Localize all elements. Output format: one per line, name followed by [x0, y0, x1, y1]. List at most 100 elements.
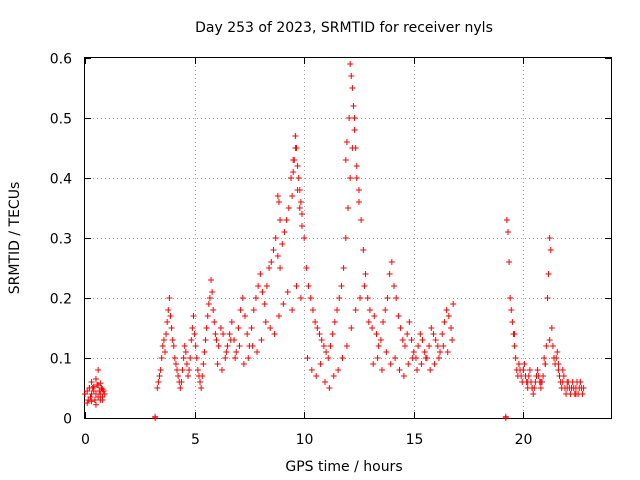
data-point — [185, 373, 192, 379]
x-axis-title: GPS time / hours — [285, 459, 402, 475]
data-point — [370, 361, 377, 367]
data-point — [542, 361, 549, 367]
data-point — [157, 367, 164, 373]
data-point — [262, 319, 269, 325]
plot-frame — [84, 57, 612, 419]
data-point — [180, 355, 187, 361]
data-point — [293, 283, 300, 289]
data-point — [366, 307, 373, 313]
data-point — [274, 193, 281, 199]
data-point — [312, 319, 319, 325]
data-point — [382, 307, 389, 313]
data-point — [235, 325, 242, 331]
data-point — [252, 295, 259, 301]
data-point — [208, 277, 215, 283]
data-point — [209, 289, 216, 295]
y-tick-label: 0.5 — [50, 112, 72, 128]
data-point — [515, 361, 522, 367]
data-point — [350, 103, 357, 109]
data-point — [183, 361, 190, 367]
data-point — [530, 391, 537, 397]
data-point — [289, 193, 296, 199]
data-point — [250, 307, 257, 313]
data-point — [90, 383, 97, 390]
data-point — [331, 319, 338, 325]
data-point — [348, 73, 355, 79]
data-point — [167, 313, 174, 319]
data-point — [432, 337, 439, 343]
y-axis: 0 0.1 0.2 0.3 0.4 0.5 0.6 — [50, 52, 611, 428]
data-point — [537, 379, 544, 385]
data-point — [197, 379, 204, 385]
data-point — [257, 271, 264, 277]
data-point — [548, 325, 555, 331]
data-point — [166, 295, 173, 301]
data-point — [281, 229, 288, 235]
data-point — [228, 319, 235, 325]
data-point — [294, 163, 301, 169]
data-point — [224, 343, 231, 349]
data-point — [502, 413, 509, 420]
data-point — [323, 349, 330, 355]
data-point — [223, 349, 230, 355]
data-point — [533, 373, 540, 379]
data-point — [355, 199, 362, 205]
data-point — [91, 397, 98, 403]
data-point — [448, 325, 455, 331]
data-point — [397, 325, 404, 331]
data-point — [214, 361, 221, 367]
data-point — [329, 331, 336, 337]
y-axis-title: SRMTID / TECUs — [7, 182, 23, 295]
data-point — [189, 325, 196, 331]
data-point — [152, 413, 159, 420]
data-point — [272, 235, 279, 241]
data-point — [443, 307, 450, 313]
data-point — [373, 331, 380, 337]
data-point — [554, 349, 561, 355]
data-point — [321, 379, 328, 385]
data-point — [406, 319, 413, 325]
data-point — [254, 349, 261, 355]
data-point — [220, 331, 227, 337]
data-point — [417, 331, 424, 337]
data-point — [410, 349, 417, 355]
data-point — [330, 373, 337, 379]
data-point — [336, 295, 343, 301]
data-point — [203, 325, 210, 331]
data-point — [317, 361, 324, 367]
data-point — [383, 349, 390, 355]
data-point — [263, 283, 270, 289]
data-point — [418, 361, 425, 367]
data-point — [579, 391, 586, 397]
data-point — [409, 355, 416, 361]
data-point — [245, 355, 252, 361]
data-point — [572, 391, 579, 397]
data-point — [249, 343, 256, 349]
data-point — [212, 331, 219, 337]
data-point — [193, 355, 200, 361]
data-point — [226, 331, 233, 337]
data-point — [326, 385, 333, 391]
data-point — [308, 367, 315, 373]
data-point — [544, 295, 551, 301]
data-point — [577, 379, 584, 385]
data-point — [88, 379, 95, 385]
data-point — [511, 331, 518, 337]
data-point — [327, 343, 334, 349]
data-point — [503, 217, 510, 223]
data-point — [277, 217, 284, 223]
data-point — [217, 325, 224, 331]
data-point — [386, 271, 393, 277]
data-point — [179, 367, 186, 373]
data-point — [291, 157, 298, 163]
data-point — [275, 199, 282, 205]
data-point — [435, 355, 442, 361]
data-point — [380, 319, 387, 325]
data-point — [213, 337, 220, 343]
data-point — [154, 385, 161, 391]
data-point — [353, 163, 360, 169]
data-point — [293, 145, 300, 151]
data-point — [304, 355, 311, 361]
data-point — [421, 349, 428, 355]
data-point — [440, 343, 447, 349]
